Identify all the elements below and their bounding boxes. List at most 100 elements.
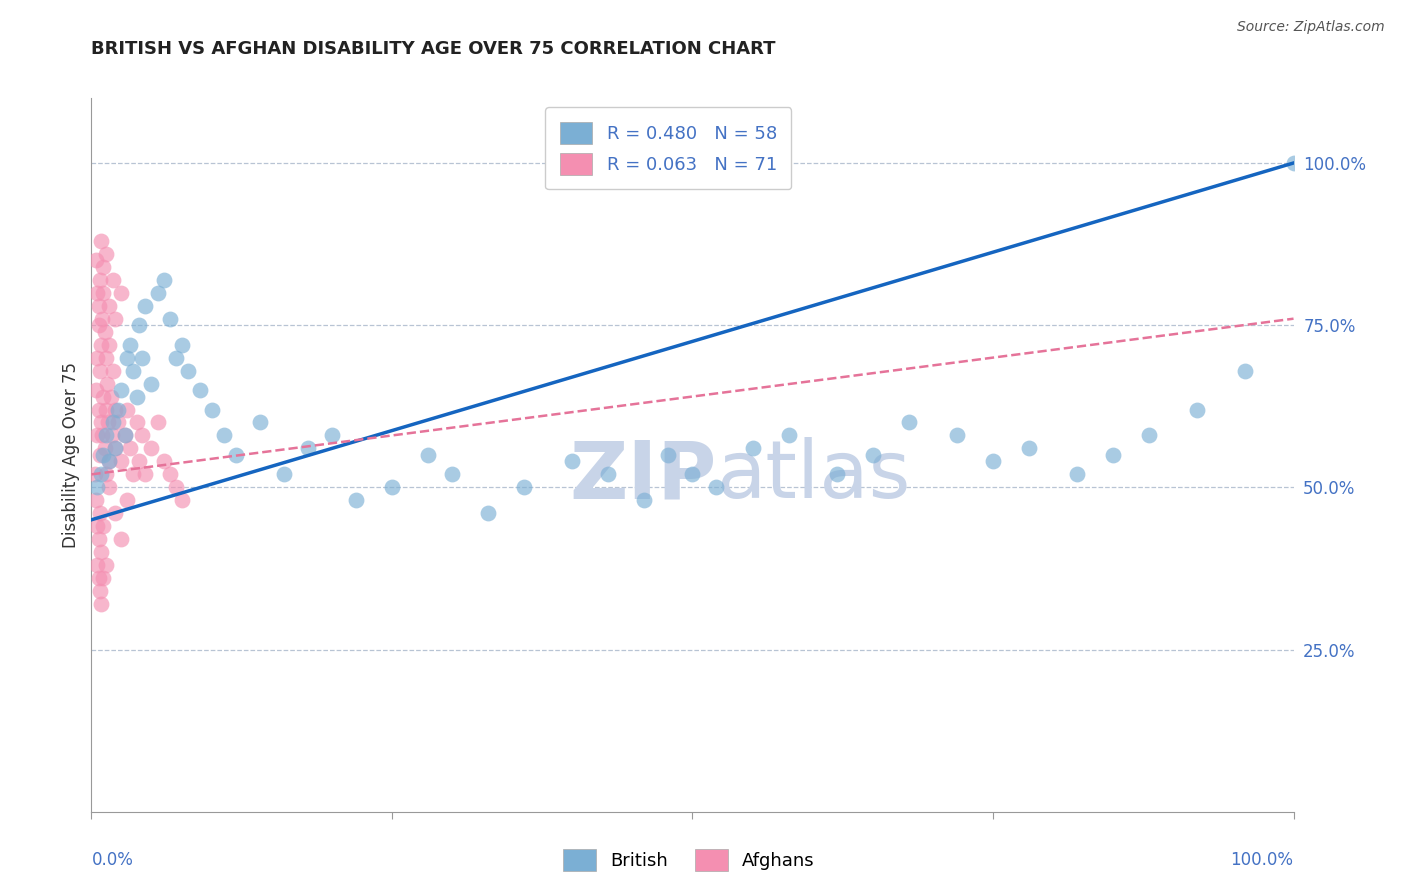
Point [134, 467, 156, 482]
Point [321, 428, 343, 442]
Point [107, 402, 129, 417]
Point [118, 337, 141, 351]
Point [104, 442, 127, 456]
Text: atlas: atlas [717, 437, 911, 516]
Point [89, 448, 111, 462]
Point [90, 234, 112, 248]
Point [141, 442, 163, 456]
Point [122, 363, 145, 377]
Point [87, 571, 110, 585]
Point [225, 448, 247, 462]
Point [212, 428, 235, 442]
Point [152, 273, 174, 287]
Point [93, 519, 115, 533]
Point [94, 247, 117, 261]
Point [104, 402, 127, 417]
Point [598, 467, 620, 482]
Point [107, 416, 129, 430]
Point [91, 311, 114, 326]
Point [381, 480, 404, 494]
Point [741, 442, 763, 456]
Point [170, 493, 193, 508]
Point [1066, 467, 1088, 482]
Point [90, 416, 112, 430]
Point [114, 428, 136, 442]
Point [825, 467, 848, 482]
Point [110, 383, 132, 397]
Point [249, 416, 271, 430]
Point [86, 519, 108, 533]
Point [176, 363, 198, 377]
Legend: R = 0.480   N = 58, R = 0.063   N = 71: R = 0.480 N = 58, R = 0.063 N = 71 [546, 107, 792, 189]
Legend: British, Afghans: British, Afghans [555, 842, 823, 879]
Text: Source: ZipAtlas.com: Source: ZipAtlas.com [1237, 20, 1385, 34]
Point [101, 428, 124, 442]
Point [110, 454, 132, 468]
Point [84, 493, 107, 508]
Point [344, 493, 367, 508]
Point [104, 442, 127, 456]
Point [96, 376, 118, 391]
Point [1187, 402, 1209, 417]
Point [93, 448, 115, 462]
Point [165, 480, 187, 494]
Point [188, 383, 211, 397]
Point [87, 402, 110, 417]
Point [110, 533, 132, 547]
Point [141, 376, 163, 391]
Point [100, 390, 122, 404]
Point [477, 506, 499, 520]
Point [90, 597, 112, 611]
Point [84, 467, 107, 482]
Point [200, 402, 222, 417]
Point [104, 311, 127, 326]
Point [146, 416, 169, 430]
Point [94, 428, 117, 442]
Point [146, 285, 169, 300]
Point [94, 558, 117, 573]
Point [89, 273, 111, 287]
Point [117, 493, 139, 508]
Point [134, 299, 156, 313]
Point [273, 467, 295, 482]
Point [114, 428, 136, 442]
Point [131, 428, 153, 442]
Point [98, 454, 121, 468]
Point [946, 428, 969, 442]
Point [778, 428, 800, 442]
Text: 100.0%: 100.0% [1230, 851, 1294, 869]
Point [117, 351, 139, 365]
Point [84, 383, 107, 397]
Point [128, 318, 150, 333]
Point [89, 506, 111, 520]
Point [101, 363, 124, 377]
Point [159, 311, 181, 326]
Point [513, 480, 536, 494]
Point [165, 351, 187, 365]
Point [93, 442, 115, 456]
Text: 0.0%: 0.0% [91, 851, 134, 869]
Point [94, 402, 117, 417]
Point [1018, 442, 1040, 456]
Point [87, 318, 110, 333]
Point [93, 390, 115, 404]
Point [87, 299, 110, 313]
Point [125, 390, 148, 404]
Point [98, 454, 121, 468]
Point [633, 493, 655, 508]
Point [104, 506, 127, 520]
Point [94, 351, 117, 365]
Point [90, 337, 112, 351]
Point [86, 558, 108, 573]
Point [159, 467, 181, 482]
Point [94, 467, 117, 482]
Point [125, 416, 148, 430]
Point [1102, 448, 1125, 462]
Point [981, 454, 1004, 468]
Point [1137, 428, 1160, 442]
Point [98, 299, 121, 313]
Point [416, 448, 439, 462]
Point [90, 545, 112, 559]
Point [87, 533, 110, 547]
Point [98, 337, 121, 351]
